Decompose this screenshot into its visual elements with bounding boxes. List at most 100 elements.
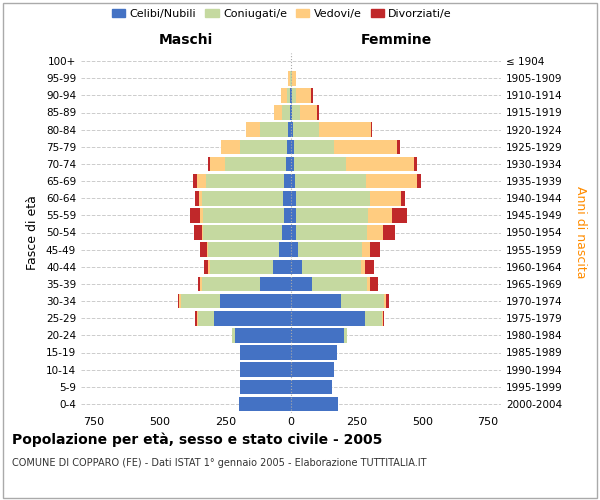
Bar <box>367 225 383 240</box>
Bar <box>202 276 260 291</box>
Bar <box>235 328 291 342</box>
Bar <box>260 122 289 137</box>
Bar <box>291 191 296 206</box>
Bar <box>286 156 291 171</box>
Bar <box>291 345 337 360</box>
Bar <box>367 276 370 291</box>
Bar <box>365 260 374 274</box>
Bar <box>208 260 209 274</box>
Bar <box>226 156 286 171</box>
Bar <box>371 122 372 137</box>
Bar <box>370 191 401 206</box>
Bar <box>195 311 196 326</box>
Bar <box>284 208 291 222</box>
Bar <box>209 260 272 274</box>
Text: Femmine: Femmine <box>361 34 431 48</box>
Bar <box>334 140 397 154</box>
Bar <box>272 260 291 274</box>
Bar <box>199 191 202 206</box>
Bar <box>415 156 417 171</box>
Bar <box>289 71 290 86</box>
Bar <box>198 311 214 326</box>
Bar <box>178 294 179 308</box>
Bar <box>292 105 300 120</box>
Bar <box>287 88 290 102</box>
Bar <box>289 122 291 137</box>
Bar <box>401 191 405 206</box>
Bar <box>220 294 291 308</box>
Bar <box>366 174 417 188</box>
Bar <box>200 276 202 291</box>
Y-axis label: Anni di nascita: Anni di nascita <box>574 186 587 279</box>
Bar <box>346 156 415 171</box>
Bar <box>296 191 370 206</box>
Bar <box>203 225 282 240</box>
Bar <box>194 225 202 240</box>
Bar <box>240 140 287 154</box>
Bar <box>292 71 296 86</box>
Bar <box>203 208 284 222</box>
Bar <box>282 105 290 120</box>
Text: COMUNE DI COPPARO (FE) - Dati ISTAT 1° gennaio 2005 - Elaborazione TUTTITALIA.IT: COMUNE DI COPPARO (FE) - Dati ISTAT 1° g… <box>12 458 427 468</box>
Bar <box>290 71 291 86</box>
Bar <box>240 345 291 360</box>
Bar <box>300 105 317 120</box>
Bar <box>240 362 291 377</box>
Bar <box>293 140 334 154</box>
Bar <box>282 225 291 240</box>
Bar <box>382 311 383 326</box>
Bar <box>291 208 296 222</box>
Bar <box>200 242 207 257</box>
Bar <box>205 260 208 274</box>
Bar <box>298 242 362 257</box>
Bar <box>291 311 365 326</box>
Bar <box>296 225 367 240</box>
Bar <box>397 140 400 154</box>
Bar <box>296 88 311 102</box>
Bar <box>291 242 298 257</box>
Bar <box>291 174 295 188</box>
Bar <box>341 294 384 308</box>
Bar <box>368 208 392 222</box>
Bar <box>417 174 421 188</box>
Bar <box>195 191 199 206</box>
Bar <box>196 311 198 326</box>
Bar <box>200 208 203 222</box>
Bar <box>207 242 208 257</box>
Bar <box>279 242 291 257</box>
Legend: Celibi/Nubili, Coniugati/e, Vedovi/e, Divorziati/e: Celibi/Nubili, Coniugati/e, Vedovi/e, Di… <box>109 6 455 22</box>
Bar <box>284 174 291 188</box>
Bar <box>214 311 291 326</box>
Bar <box>370 276 377 291</box>
Bar <box>190 208 200 222</box>
Bar <box>232 328 235 342</box>
Bar <box>291 140 293 154</box>
Bar <box>383 311 384 326</box>
Bar <box>240 380 291 394</box>
Bar <box>287 140 291 154</box>
Bar <box>384 294 386 308</box>
Bar <box>343 328 347 342</box>
Bar <box>293 156 346 171</box>
Text: Maschi: Maschi <box>159 34 213 48</box>
Bar <box>209 156 226 171</box>
Bar <box>293 122 319 137</box>
Bar <box>196 174 206 188</box>
Bar <box>291 276 312 291</box>
Bar <box>392 208 407 222</box>
Bar <box>291 225 296 240</box>
Bar <box>202 191 283 206</box>
Bar <box>296 208 368 222</box>
Bar <box>239 396 291 411</box>
Bar <box>291 328 343 342</box>
Bar <box>291 294 341 308</box>
Bar <box>317 105 319 120</box>
Bar <box>291 260 302 274</box>
Bar <box>361 260 365 274</box>
Bar <box>208 156 209 171</box>
Bar <box>292 88 296 102</box>
Bar <box>291 105 292 120</box>
Bar <box>291 71 292 86</box>
Bar <box>274 105 282 120</box>
Bar <box>198 276 200 291</box>
